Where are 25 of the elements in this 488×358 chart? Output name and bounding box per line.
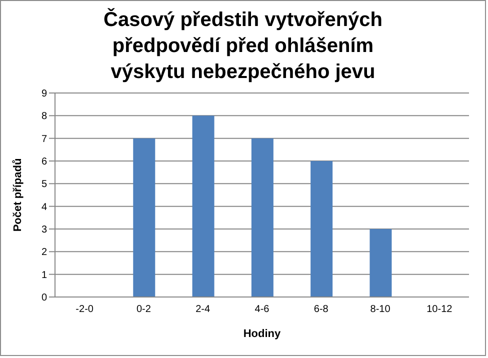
x-tick-label: -2-0: [76, 304, 94, 316]
x-tick-label: 8-10: [370, 304, 391, 316]
x-tick-label: 2-4: [196, 304, 211, 316]
y-tick-label: 5: [41, 179, 48, 190]
x-tick-label: 10-12: [426, 304, 453, 316]
y-tick-label: 3: [41, 224, 48, 236]
bar: [192, 116, 214, 297]
y-tick-label: 0: [41, 292, 48, 304]
bar: [133, 138, 156, 297]
y-tick-label: 6: [41, 156, 48, 168]
chart-title: Časový předstih vytvořených předpovědí před ohlášením výskytu nebezpečného jevu: [102, 7, 384, 85]
y-tick-label: 2: [41, 247, 48, 258]
bar: [370, 229, 392, 297]
y-tick-label: 9: [41, 88, 48, 100]
x-axis-title: Hodiny: [243, 328, 282, 340]
x-tick-label: 6-8: [314, 304, 329, 316]
y-tick-label: 1: [41, 270, 48, 281]
x-tick-label: 4-6: [254, 304, 270, 316]
x-tick-label: 0-2: [136, 304, 152, 316]
bar: [310, 161, 333, 297]
y-tick-label: 7: [41, 134, 48, 145]
y-tick-label: 4: [41, 202, 48, 213]
y-tick-label: 8: [41, 111, 48, 122]
y-axis-title: Počet případů: [12, 158, 24, 232]
bar: [251, 138, 274, 297]
